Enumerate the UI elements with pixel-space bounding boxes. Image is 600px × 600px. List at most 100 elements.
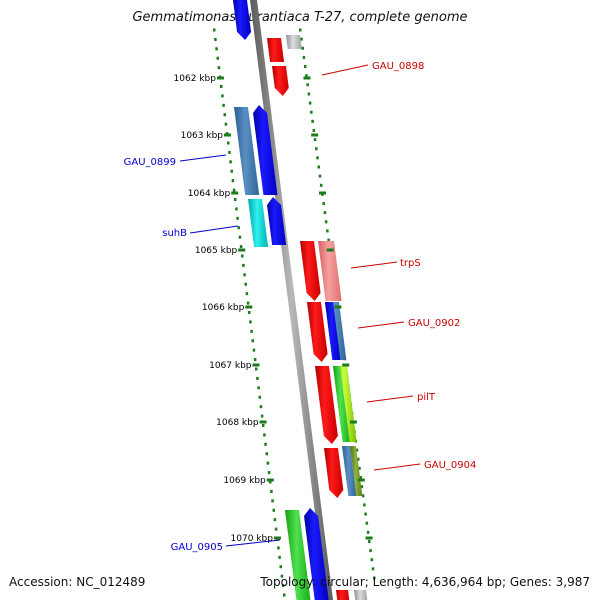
ruler-right-dot bbox=[311, 119, 314, 123]
ruler-right-dot bbox=[371, 567, 375, 571]
ruler-left-dot bbox=[258, 395, 261, 399]
ruler-left-dot bbox=[262, 424, 265, 427]
ruler-left-dot bbox=[249, 320, 252, 324]
gene-red-0902 bbox=[307, 302, 328, 362]
ruler-tick-label: 1066 kbp bbox=[202, 303, 245, 313]
ruler-right-dot bbox=[370, 558, 374, 562]
gene-top-red bbox=[267, 38, 285, 62]
ruler-tick-left bbox=[259, 420, 267, 424]
gene-label-gau-0902: GAU_0902 bbox=[408, 318, 460, 329]
ruler-left-dot bbox=[264, 442, 267, 446]
ruler-left-dot bbox=[256, 376, 259, 380]
ruler-tick-right bbox=[319, 191, 327, 195]
ruler-left-dot bbox=[231, 179, 235, 183]
ruler-left-dot bbox=[265, 452, 268, 456]
ruler-tick-left bbox=[238, 248, 246, 252]
ruler-left-dot bbox=[259, 405, 263, 409]
ruler-right-dot bbox=[315, 147, 318, 151]
ruler-right-dot bbox=[307, 92, 311, 96]
ruler-left-dot bbox=[237, 226, 240, 230]
ruler-tick-label: 1069 kbp bbox=[223, 476, 266, 486]
ruler-right-dot bbox=[365, 521, 369, 525]
ruler-right-dot bbox=[306, 83, 309, 87]
ruler-tick-left bbox=[245, 305, 253, 309]
accession-label: Accession: NC_012489 bbox=[9, 575, 146, 589]
ruler-left-dot bbox=[246, 301, 250, 305]
gene-olive-0904 bbox=[350, 446, 363, 496]
ruler-left-dot bbox=[213, 28, 216, 32]
ruler-tick-label: 1065 kbp bbox=[195, 246, 238, 256]
ruler-left-dot bbox=[243, 273, 246, 277]
ruler-tick-right bbox=[365, 536, 373, 540]
ruler-left-dot bbox=[260, 414, 264, 418]
ruler-left-dot bbox=[280, 574, 284, 578]
ruler-tick-left bbox=[231, 191, 239, 195]
ruler-right-dot bbox=[369, 549, 372, 553]
ruler-left-dot bbox=[250, 329, 253, 333]
ruler-left-dot bbox=[252, 348, 256, 352]
gene-red-trps bbox=[300, 241, 321, 301]
ruler-left-dot bbox=[267, 471, 271, 475]
ruler-tick-right bbox=[357, 478, 365, 482]
ruler-left-dot bbox=[228, 150, 231, 154]
ruler-left-dot bbox=[222, 103, 225, 107]
ruler-right-dot bbox=[318, 174, 322, 178]
ruler-tick-label: 1064 kbp bbox=[188, 189, 231, 199]
ruler-left-dot bbox=[214, 37, 217, 41]
ruler-left-dot bbox=[232, 188, 236, 192]
ruler-left-dot bbox=[281, 584, 285, 588]
ruler-left-dot bbox=[236, 216, 239, 220]
ruler-right-dot bbox=[368, 539, 371, 543]
ruler-right-dot bbox=[355, 448, 359, 452]
ruler-tick-label: 1068 kbp bbox=[216, 418, 259, 428]
ruler-tick-right bbox=[326, 248, 334, 252]
ruler-right-dot bbox=[322, 202, 325, 206]
ruler-tick-label: 1062 kbp bbox=[174, 74, 217, 84]
gene-bottom-grey bbox=[354, 590, 368, 600]
ruler-right-dot bbox=[323, 211, 327, 215]
ruler-left-dot bbox=[230, 169, 233, 173]
ruler-tick-label: 1067 kbp bbox=[209, 361, 252, 371]
ruler-right-dot bbox=[358, 466, 361, 470]
ruler-tick-left bbox=[266, 478, 274, 482]
ruler-left-dot bbox=[274, 527, 278, 531]
gene-blue-0902 bbox=[325, 302, 341, 360]
gene-label-trps: trpS bbox=[400, 258, 421, 269]
ruler-tick-label: 1070 kbp bbox=[231, 534, 274, 544]
gene-steel-0904 bbox=[342, 446, 357, 496]
ruler-right-dot bbox=[299, 28, 302, 32]
ruler-tick-right bbox=[303, 76, 311, 80]
ruler-left-dot bbox=[277, 546, 280, 550]
ruler-tick-left bbox=[252, 363, 260, 367]
ruler-left-dot bbox=[235, 207, 238, 211]
ruler-left-dot bbox=[223, 113, 226, 117]
ruler-right-dot bbox=[310, 110, 313, 114]
gene-top-grey bbox=[286, 35, 302, 49]
ruler-left-dot bbox=[241, 254, 244, 258]
gene-red-pilt bbox=[315, 366, 338, 444]
ruler-left-dot bbox=[217, 66, 221, 70]
gene-callout-line bbox=[225, 539, 281, 547]
ruler-left-dot bbox=[238, 235, 242, 239]
ruler-right-dot bbox=[361, 494, 365, 498]
ruler-right-dot bbox=[313, 138, 317, 142]
ruler-left-dot bbox=[263, 433, 266, 437]
ruler-tick-left bbox=[224, 133, 232, 137]
ruler-left-line bbox=[213, 28, 286, 597]
gene-callout-line bbox=[321, 64, 369, 76]
page-title: Gemmatimonas aurantiaca T-27, complete g… bbox=[132, 10, 468, 25]
gene-label-pilt: pilT bbox=[417, 392, 436, 403]
ruler-right-dot bbox=[324, 220, 328, 224]
ruler-right-dot bbox=[317, 165, 320, 169]
ruler-right-dot bbox=[359, 476, 362, 480]
gene-blue-suhb bbox=[267, 197, 287, 245]
ruler-right-dot bbox=[300, 37, 303, 41]
ruler-left-dot bbox=[283, 593, 286, 597]
gene-label-gau-0899: GAU_0899 bbox=[124, 157, 176, 168]
ruler-ticks: 1062 kbp 1063 kbp 1064 kbp 1065 kbp 1066 kbp… bbox=[174, 74, 373, 544]
ruler-right-dot bbox=[327, 238, 330, 242]
ruler-left-dot bbox=[227, 141, 230, 145]
ruler-right-dot bbox=[305, 74, 308, 78]
ruler-right-dot bbox=[319, 183, 323, 187]
